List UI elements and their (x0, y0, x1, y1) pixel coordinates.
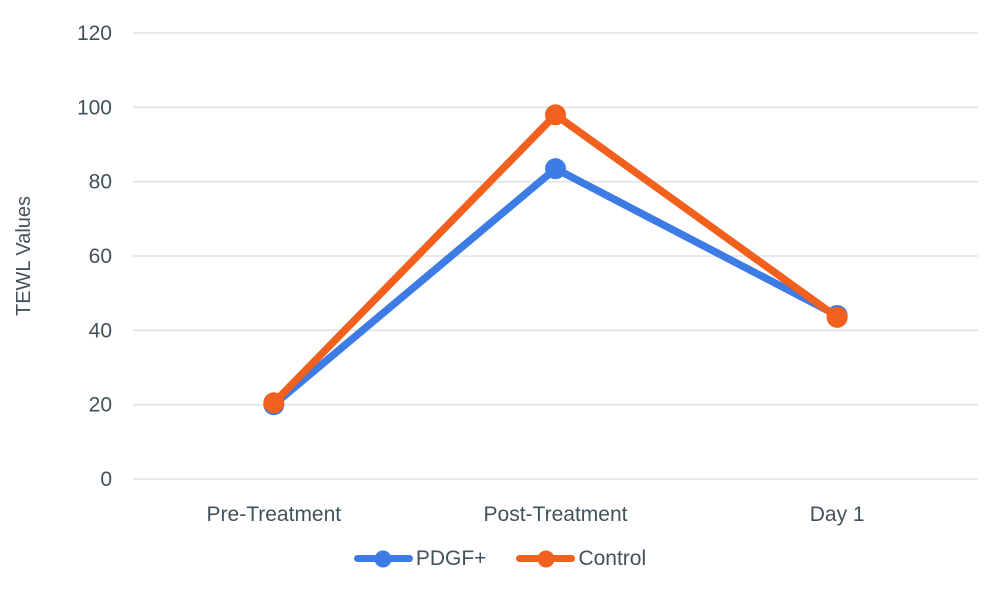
legend: PDGF+ Control (0, 548, 1000, 569)
x-category-label: Post-Treatment (484, 503, 628, 526)
legend-swatch-pdgf (353, 550, 413, 567)
legend-marker-icon (537, 550, 555, 567)
x-category-label: Pre-Treatment (207, 503, 342, 526)
series-line-control (270, 111, 841, 407)
y-tick-label: 20 (89, 394, 112, 417)
data-point-marker-control (263, 392, 285, 414)
y-tick-label: 0 (100, 468, 112, 491)
legend-item-pdgf: PDGF+ (353, 547, 487, 570)
y-axis-title: TEWL Values (13, 196, 35, 316)
legend-marker-icon (374, 550, 392, 567)
legend-swatch-control (516, 550, 576, 567)
legend-label-pdgf: PDGF+ (415, 547, 487, 570)
y-tick-label: 80 (89, 171, 112, 194)
legend-item-control: Control (516, 548, 646, 569)
data-point-marker-control (545, 104, 566, 126)
data-point-marker-pdgf (545, 158, 566, 180)
y-tick-label: 40 (89, 319, 112, 342)
y-tick-label: 60 (89, 245, 112, 268)
legend-label-control: Control (578, 547, 647, 570)
y-tick-label: 120 (77, 22, 112, 45)
y-tick-label: 100 (77, 96, 112, 119)
series-line-pdgf (270, 164, 841, 409)
data-point-marker-control (826, 306, 848, 328)
x-category-label: Day 1 (810, 503, 865, 526)
